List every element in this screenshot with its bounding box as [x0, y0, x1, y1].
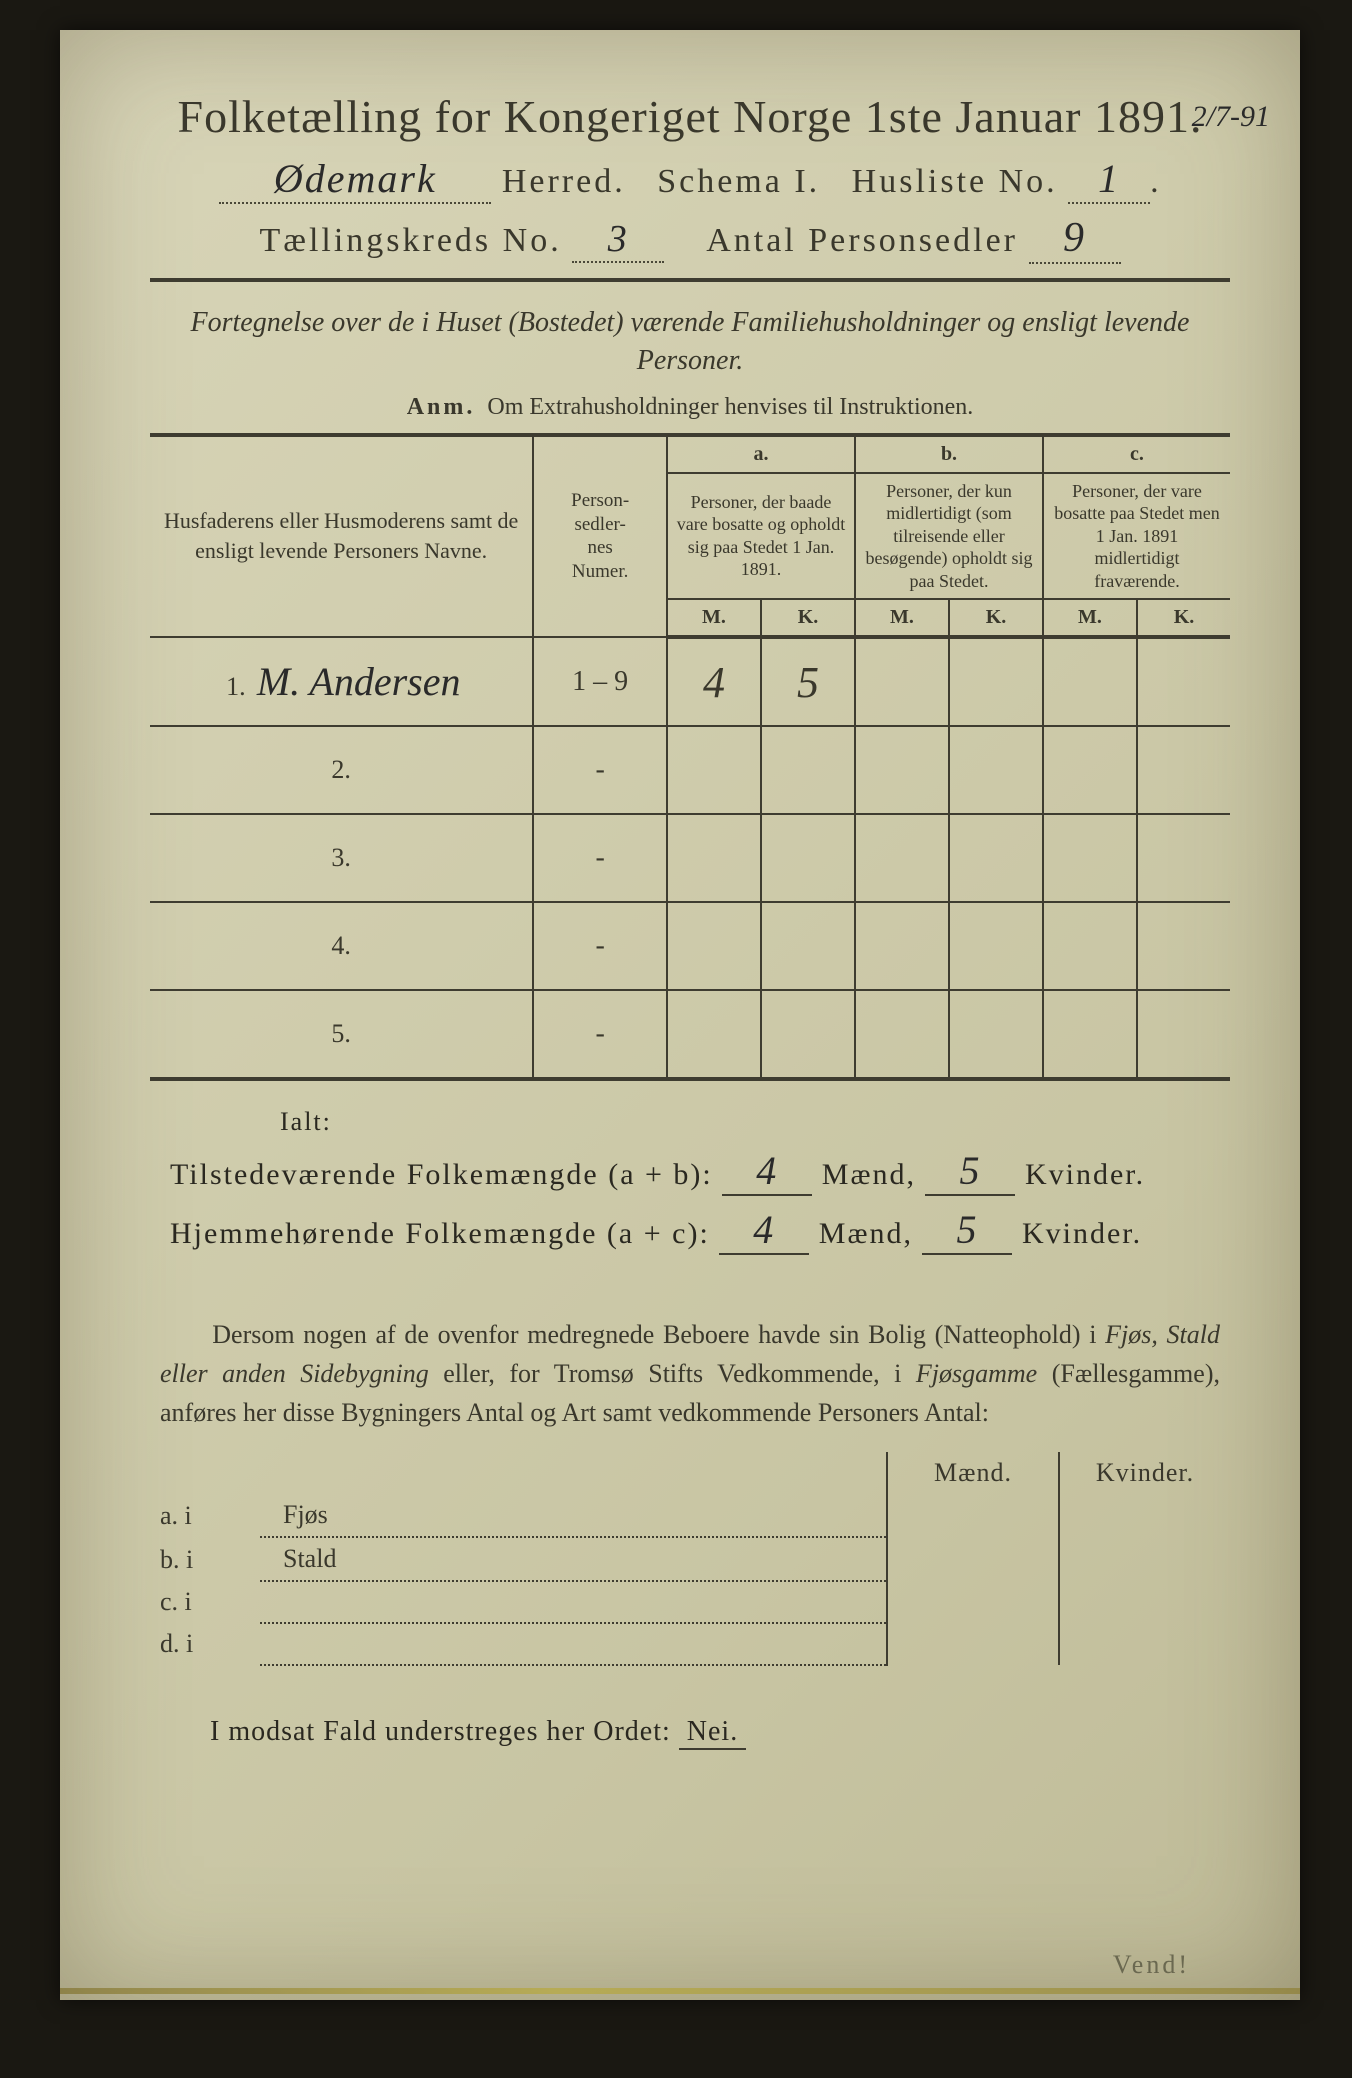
anm-text: Om Extrahusholdninger henvises til Instr…: [487, 394, 973, 420]
total1-label: Tilstedeværende Folkemængde (a + b):: [170, 1158, 713, 1191]
kreds-value: 3: [572, 217, 664, 263]
header-line-2: Ødemark Herred. Schema I. Husliste No. 1…: [150, 155, 1230, 204]
vend-label: Vend!: [1113, 1950, 1190, 1980]
total1-m: 4: [722, 1147, 812, 1196]
col-header-c-text: Personer, der vare bosatte paa Stedet me…: [1043, 473, 1230, 600]
husliste-value: 1: [1068, 155, 1150, 204]
table-row: 4. -: [150, 902, 1230, 990]
total2-m: 4: [719, 1206, 809, 1255]
nei-word: Nei.: [679, 1716, 746, 1750]
kvinder-label-2: Kvinder.: [1022, 1217, 1142, 1250]
fortegnelse-text: Fortegnelse over de i Huset (Bostedet) v…: [180, 304, 1200, 380]
table-row: 3. -: [150, 814, 1230, 902]
form-title: Folketælling for Kongeriget Norge 1ste J…: [150, 90, 1230, 143]
personsedler-label: Antal Personsedler: [706, 222, 1018, 259]
anm-label: Anm.: [407, 394, 476, 420]
kvinder-label-1: Kvinder.: [1025, 1158, 1145, 1191]
ialt-label: Ialt:: [280, 1107, 1230, 1137]
col-b-k: K.: [949, 599, 1043, 637]
total-line-2: Hjemmehørende Folkemængde (a + c): 4 Mæn…: [170, 1206, 1230, 1255]
col-header-b-text: Personer, der kun midlertidigt (som tilr…: [855, 473, 1043, 600]
personsedler-value: 9: [1029, 214, 1121, 264]
sidebygning-table: Mænd. Kvinder. a. i Fjøsb. i Staldc. id.…: [150, 1452, 1230, 1666]
col-a-k: K.: [761, 599, 855, 637]
col-header-a-label: a.: [667, 435, 855, 473]
husliste-label: Husliste No.: [852, 163, 1058, 200]
page-bottom-edge: [60, 1988, 1300, 1994]
col-c-k: K.: [1137, 599, 1230, 637]
col-b-m: M.: [855, 599, 949, 637]
total-line-1: Tilstedeværende Folkemængde (a + b): 4 M…: [170, 1147, 1230, 1196]
sidebygning-paragraph: Dersom nogen af de ovenfor medregnede Be…: [160, 1315, 1220, 1432]
maend-label-1: Mænd,: [822, 1158, 916, 1191]
side-row: d. i: [150, 1623, 1230, 1665]
nei-label: I modsat Fald understreges her Ordet:: [210, 1716, 671, 1747]
col-header-a-text: Personer, der baade vare bosatte og opho…: [667, 473, 855, 600]
para-i2: Fjøsgamme: [916, 1359, 1037, 1388]
col-a-m: M.: [667, 599, 761, 637]
header-line-3: Tællingskreds No. 3 Antal Personsedler 9: [150, 214, 1230, 264]
col-header-number: Person- sedler- nes Numer.: [533, 435, 667, 638]
total2-label: Hjemmehørende Folkemængde (a + c):: [170, 1217, 710, 1250]
total2-k: 5: [922, 1206, 1012, 1255]
table-row: 5. -: [150, 990, 1230, 1079]
col-header-b-label: b.: [855, 435, 1043, 473]
schema-label: Schema I.: [657, 163, 820, 200]
herred-label: Herred.: [502, 163, 626, 200]
anm-line: Anm. Om Extrahusholdninger henvises til …: [150, 394, 1230, 421]
maend-label-2: Mænd,: [819, 1217, 913, 1250]
corner-annotation: 2/7-91: [1192, 100, 1270, 134]
col-c-m: M.: [1043, 599, 1137, 637]
col-header-c-label: c.: [1043, 435, 1230, 473]
nei-line: I modsat Fald understreges her Ordet: Ne…: [210, 1716, 1230, 1750]
divider-1: [150, 278, 1230, 282]
herred-value: Ødemark: [219, 155, 491, 204]
total1-k: 5: [925, 1147, 1015, 1196]
kreds-label: Tællingskreds No.: [260, 222, 562, 259]
side-row: a. i Fjøs: [150, 1494, 1230, 1537]
household-table: Husfaderens eller Husmoderens samt de en…: [150, 433, 1230, 1082]
census-form-page: 2/7-91 Folketælling for Kongeriget Norge…: [60, 30, 1300, 2000]
col-header-name: Husfaderens eller Husmoderens samt de en…: [150, 435, 533, 638]
table-row: 2. -: [150, 726, 1230, 814]
table-row: 1. M. Andersen1 – 945: [150, 637, 1230, 726]
side-kvinder-header: Kvinder.: [1059, 1452, 1230, 1494]
side-row: c. i: [150, 1581, 1230, 1623]
para-t2: eller, for Tromsø Stifts Vedkommende, i: [429, 1359, 916, 1388]
side-row: b. i Stald: [150, 1537, 1230, 1581]
para-t1: Dersom nogen af de ovenfor medregnede Be…: [212, 1320, 1105, 1349]
side-maend-header: Mænd.: [887, 1452, 1059, 1494]
